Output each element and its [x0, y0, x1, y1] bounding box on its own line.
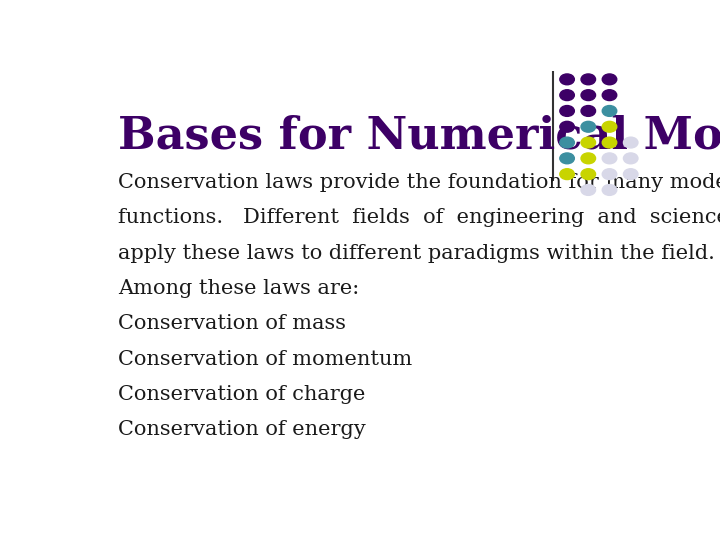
Circle shape: [581, 74, 595, 85]
Text: Bases for Numerical Models: Bases for Numerical Models: [118, 114, 720, 158]
Circle shape: [560, 74, 575, 85]
Circle shape: [581, 185, 595, 195]
Circle shape: [624, 137, 638, 148]
Circle shape: [560, 153, 575, 164]
Circle shape: [560, 105, 575, 116]
Text: functions.   Different  fields  of  engineering  and  science: functions. Different fields of engineeri…: [118, 208, 720, 227]
Circle shape: [624, 153, 638, 164]
Circle shape: [624, 169, 638, 180]
Circle shape: [560, 122, 575, 132]
Circle shape: [581, 153, 595, 164]
Circle shape: [581, 90, 595, 100]
Circle shape: [560, 90, 575, 100]
Text: Conservation of energy: Conservation of energy: [118, 420, 366, 440]
Text: Among these laws are:: Among these laws are:: [118, 279, 359, 298]
Circle shape: [602, 105, 617, 116]
Circle shape: [560, 137, 575, 148]
Circle shape: [581, 105, 595, 116]
Text: apply these laws to different paradigms within the field.: apply these laws to different paradigms …: [118, 244, 715, 262]
Circle shape: [581, 122, 595, 132]
Text: Conservation laws provide the foundation for many model: Conservation laws provide the foundation…: [118, 173, 720, 192]
Circle shape: [602, 122, 617, 132]
Circle shape: [581, 137, 595, 148]
Circle shape: [560, 169, 575, 180]
Text: Conservation of momentum: Conservation of momentum: [118, 349, 412, 369]
Circle shape: [602, 169, 617, 180]
Text: Conservation of mass: Conservation of mass: [118, 314, 346, 333]
Circle shape: [602, 90, 617, 100]
Circle shape: [581, 169, 595, 180]
Circle shape: [602, 137, 617, 148]
Circle shape: [602, 74, 617, 85]
Circle shape: [602, 153, 617, 164]
Circle shape: [602, 185, 617, 195]
Text: Conservation of charge: Conservation of charge: [118, 385, 365, 404]
